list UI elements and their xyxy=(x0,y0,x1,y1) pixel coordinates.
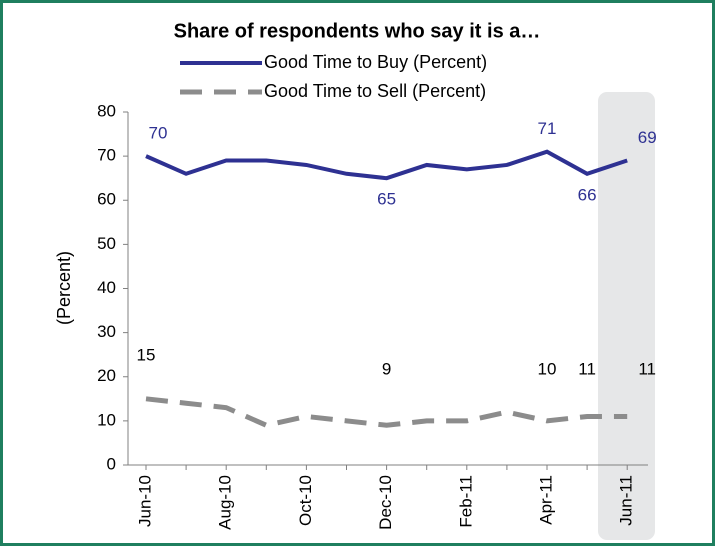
data-label: 11 xyxy=(578,359,596,378)
x-tick-label: Apr-11 xyxy=(536,475,555,525)
x-tick-label: Jun-11 xyxy=(617,475,636,526)
highlight xyxy=(598,92,655,540)
x-tick-label: Feb-11 xyxy=(456,475,475,528)
legend-label: Good Time to Sell (Percent) xyxy=(264,81,486,101)
x-tick-label: Dec-10 xyxy=(376,475,395,530)
y-tick-label: 50 xyxy=(97,234,116,253)
chart-title: Share of respondents who say it is a… xyxy=(174,20,541,42)
data-label: 9 xyxy=(382,359,391,378)
data-label: 70 xyxy=(149,124,168,143)
data-label: 71 xyxy=(538,119,557,138)
y-tick-label: 60 xyxy=(97,190,116,209)
series-line xyxy=(145,396,628,428)
x-tick-label: Oct-10 xyxy=(296,475,315,526)
y-tick-label: 80 xyxy=(97,101,116,120)
data-label: 69 xyxy=(638,128,657,147)
y-axis-title: (Percent) xyxy=(54,251,74,325)
y-tick-label: 0 xyxy=(107,454,116,473)
x-tick-label: Aug-10 xyxy=(216,475,235,530)
series-line xyxy=(145,149,628,181)
data-label: 65 xyxy=(377,190,396,209)
data-label: 10 xyxy=(538,359,557,378)
data-label: 11 xyxy=(638,359,656,378)
legend-label: Good Time to Buy (Percent) xyxy=(264,52,487,72)
data-label: 15 xyxy=(137,345,156,364)
y-tick-label: 30 xyxy=(97,322,116,341)
x-tick-label: Jun-10 xyxy=(135,475,154,527)
data-label: 66 xyxy=(578,185,597,204)
y-tick-label: 70 xyxy=(97,146,116,165)
y-tick-label: 10 xyxy=(97,410,116,429)
y-tick-label: 40 xyxy=(97,278,116,297)
y-tick-label: 20 xyxy=(97,366,116,385)
